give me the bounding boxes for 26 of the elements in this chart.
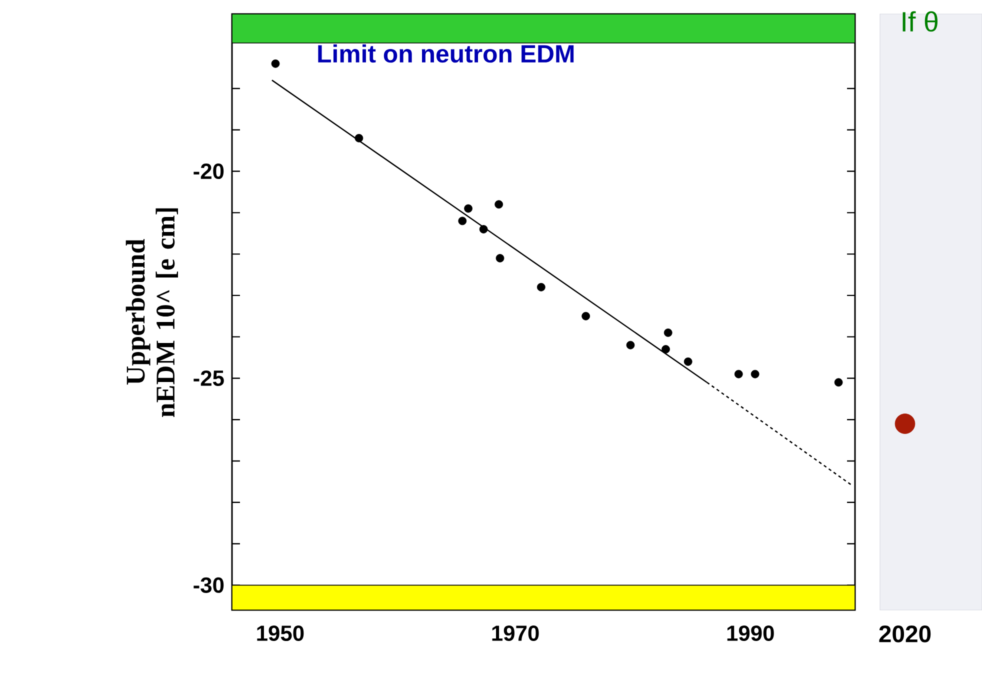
point — [684, 357, 692, 366]
point — [750, 370, 760, 378]
y-axis-title: Upperbound nEDM 10^ [e cm] — [126, 208, 178, 417]
y-tick-label: -20 — [194, 164, 224, 180]
text: Limit on neutron EDM — [318, 44, 574, 63]
point — [662, 345, 670, 354]
point — [626, 340, 635, 350]
point — [496, 254, 504, 262]
point — [582, 312, 590, 320]
point — [536, 282, 546, 292]
x-tick-label: 1950 — [257, 625, 304, 641]
x-tick-label: 1970 — [492, 625, 539, 641]
point — [354, 134, 364, 142]
point — [834, 378, 843, 387]
x-tick-label: 1990 — [727, 625, 774, 641]
point — [458, 216, 467, 226]
annotation: If θ — [902, 11, 938, 32]
point — [494, 200, 504, 209]
point — [664, 328, 672, 337]
point — [271, 59, 280, 68]
y-tick-label: -25 — [194, 370, 224, 386]
y-tick-label: -30 — [194, 577, 224, 593]
point — [734, 370, 743, 378]
x-tick-label: 2020 — [879, 625, 931, 642]
point — [464, 204, 472, 213]
point — [479, 225, 488, 234]
